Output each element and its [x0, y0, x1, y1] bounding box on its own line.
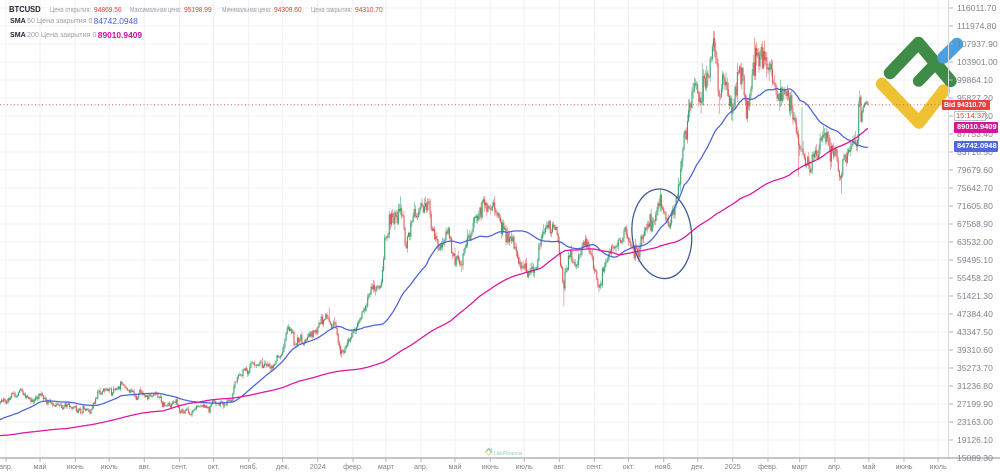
- svg-text:LiteFinance: LiteFinance: [494, 451, 523, 457]
